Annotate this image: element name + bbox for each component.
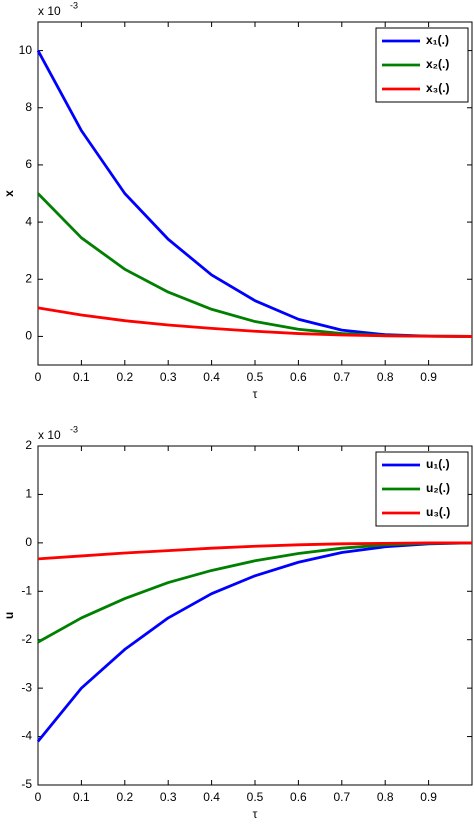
axis-multiplier: x 10 bbox=[38, 4, 61, 18]
y-tick-label: 2 bbox=[25, 438, 32, 452]
x-axis-label: τ bbox=[253, 807, 258, 821]
x-tick-label: 0.6 bbox=[290, 790, 307, 804]
x-tick-label: 0.3 bbox=[160, 790, 177, 804]
y-tick-label: 1 bbox=[25, 487, 32, 501]
x-tick-label: 0.7 bbox=[333, 370, 350, 384]
y-tick-label: 10 bbox=[19, 43, 33, 57]
y-tick-label: 6 bbox=[25, 157, 32, 171]
legend-label: x₂(.) bbox=[426, 57, 449, 71]
axis-multiplier: x 10 bbox=[38, 428, 61, 442]
x-tick-label: 0.5 bbox=[247, 790, 264, 804]
x-tick-label: 0.6 bbox=[290, 370, 307, 384]
x-tick-label: 0.2 bbox=[116, 370, 133, 384]
y-tick-label: -1 bbox=[21, 583, 32, 597]
x-tick-label: 0.1 bbox=[73, 370, 90, 384]
x-tick-label: 0.9 bbox=[420, 790, 437, 804]
y-tick-label: -4 bbox=[21, 729, 32, 743]
x-tick-label: 0 bbox=[35, 370, 42, 384]
y-axis-label: u bbox=[2, 612, 16, 619]
y-tick-label: 8 bbox=[25, 100, 32, 114]
axis-exponent: -3 bbox=[70, 0, 78, 10]
y-tick-label: 2 bbox=[25, 271, 32, 285]
x-tick-label: 0.4 bbox=[203, 370, 220, 384]
x-tick-label: 0 bbox=[35, 790, 42, 804]
y-tick-label: 0 bbox=[25, 329, 32, 343]
y-tick-label: 0 bbox=[25, 535, 32, 549]
legend-label: u₂(.) bbox=[426, 481, 450, 495]
legend-label: x₃(.) bbox=[426, 81, 450, 95]
x-axis-label: τ bbox=[253, 387, 258, 401]
y-tick-label: -2 bbox=[21, 632, 32, 646]
legend-label: u₁(.) bbox=[426, 457, 450, 471]
x-tick-label: 0.8 bbox=[377, 370, 394, 384]
data-line bbox=[36, 541, 473, 743]
y-tick-label: -3 bbox=[21, 680, 32, 694]
axis-exponent: -3 bbox=[70, 424, 78, 434]
data-line bbox=[37, 541, 472, 561]
x-tick-label: 0.7 bbox=[333, 790, 350, 804]
legend-label: u₃(.) bbox=[426, 505, 450, 519]
x-tick-label: 0.9 bbox=[420, 370, 437, 384]
x-tick-label: 0.4 bbox=[203, 790, 220, 804]
x-tick-label: 0.2 bbox=[116, 790, 133, 804]
y-axis-label: x bbox=[2, 190, 16, 197]
x-tick-label: 0.3 bbox=[160, 370, 177, 384]
x-tick-label: 0.5 bbox=[247, 370, 264, 384]
data-line bbox=[37, 306, 473, 338]
x-tick-label: 0.1 bbox=[73, 790, 90, 804]
legend-label: x₁(.) bbox=[426, 33, 449, 47]
y-tick-label: -5 bbox=[21, 777, 32, 791]
y-tick-label: 4 bbox=[25, 214, 32, 228]
x-tick-label: 0.8 bbox=[377, 790, 394, 804]
